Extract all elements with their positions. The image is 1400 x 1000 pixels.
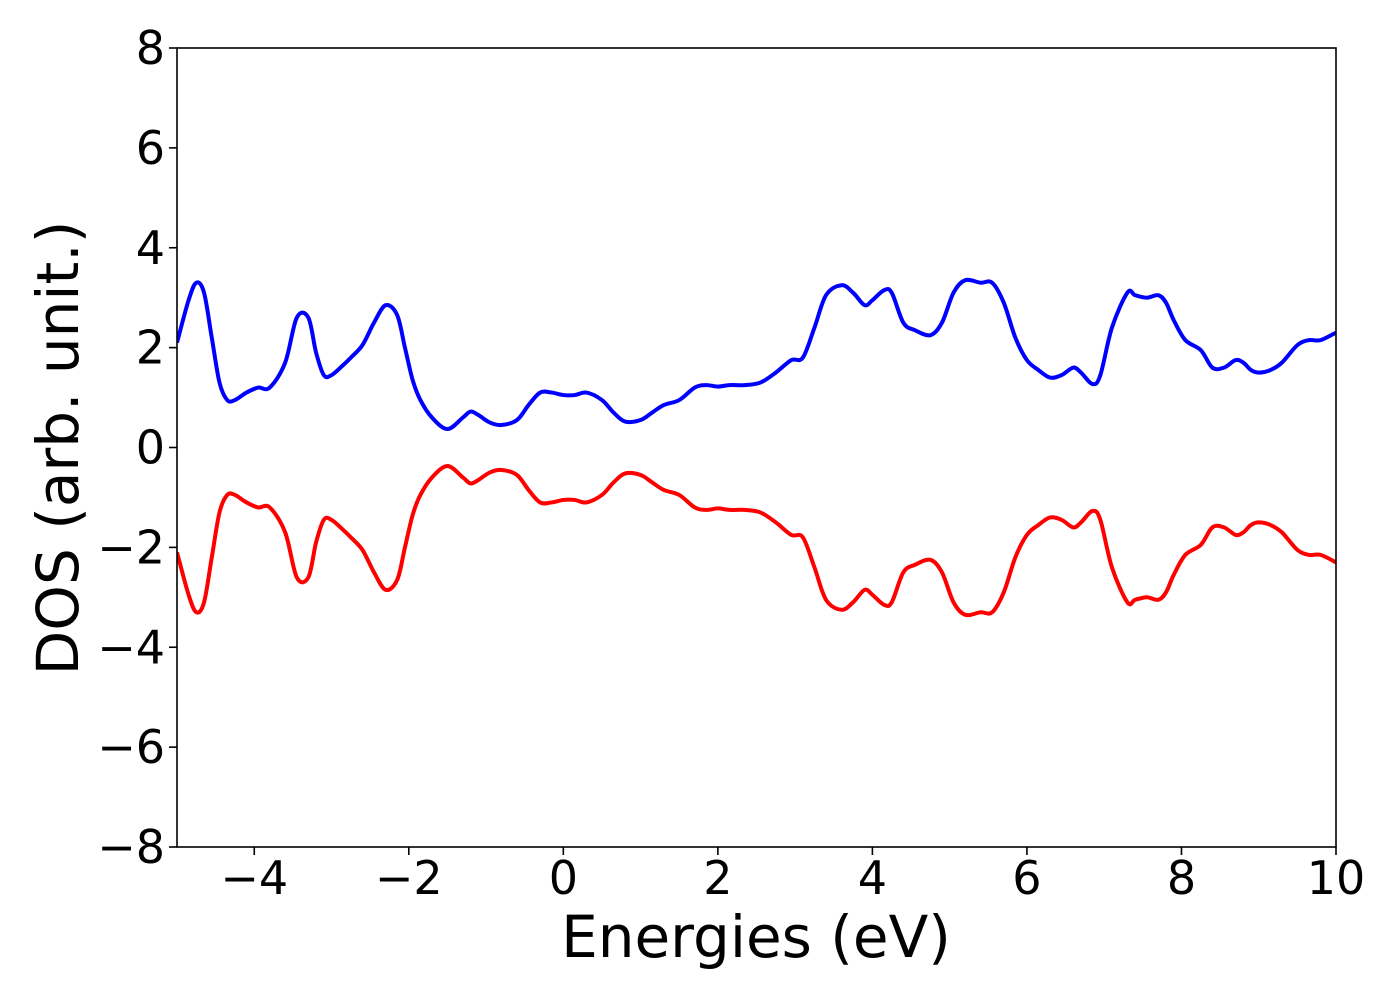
y-tick-label: 2 bbox=[136, 321, 165, 375]
x-tick-label: 8 bbox=[1167, 851, 1196, 905]
y-axis-label: DOS (arb. unit.) bbox=[24, 221, 92, 676]
x-axis-ticks: −4 −2 0 2 4 6 8 10 bbox=[220, 847, 1365, 905]
y-tick-label: 4 bbox=[136, 221, 165, 275]
x-tick-label: 0 bbox=[549, 851, 578, 905]
x-tick-label: 4 bbox=[858, 851, 887, 905]
y-tick-label: 6 bbox=[136, 121, 165, 175]
y-tick-label: 8 bbox=[136, 21, 165, 75]
series-layer bbox=[177, 277, 1336, 618]
y-tick-label: −2 bbox=[97, 520, 165, 574]
series-line-2 bbox=[177, 463, 1336, 618]
x-tick-label: −2 bbox=[375, 851, 443, 905]
y-tick-label: −8 bbox=[97, 820, 165, 874]
x-tick-label: −4 bbox=[220, 851, 288, 905]
y-tick-label: −4 bbox=[97, 620, 165, 674]
y-axis-ticks: −8 −6 −4 −2 0 2 4 6 8 bbox=[97, 21, 177, 874]
x-tick-label: 10 bbox=[1307, 851, 1366, 905]
y-tick-label: 0 bbox=[136, 421, 165, 475]
x-axis-label: Energies (eV) bbox=[561, 903, 951, 971]
y-tick-label: −6 bbox=[97, 720, 165, 774]
plot-frame bbox=[176, 47, 1337, 848]
x-tick-label: 6 bbox=[1012, 851, 1041, 905]
series-line-1 bbox=[177, 277, 1336, 432]
x-tick-label: 2 bbox=[703, 851, 732, 905]
